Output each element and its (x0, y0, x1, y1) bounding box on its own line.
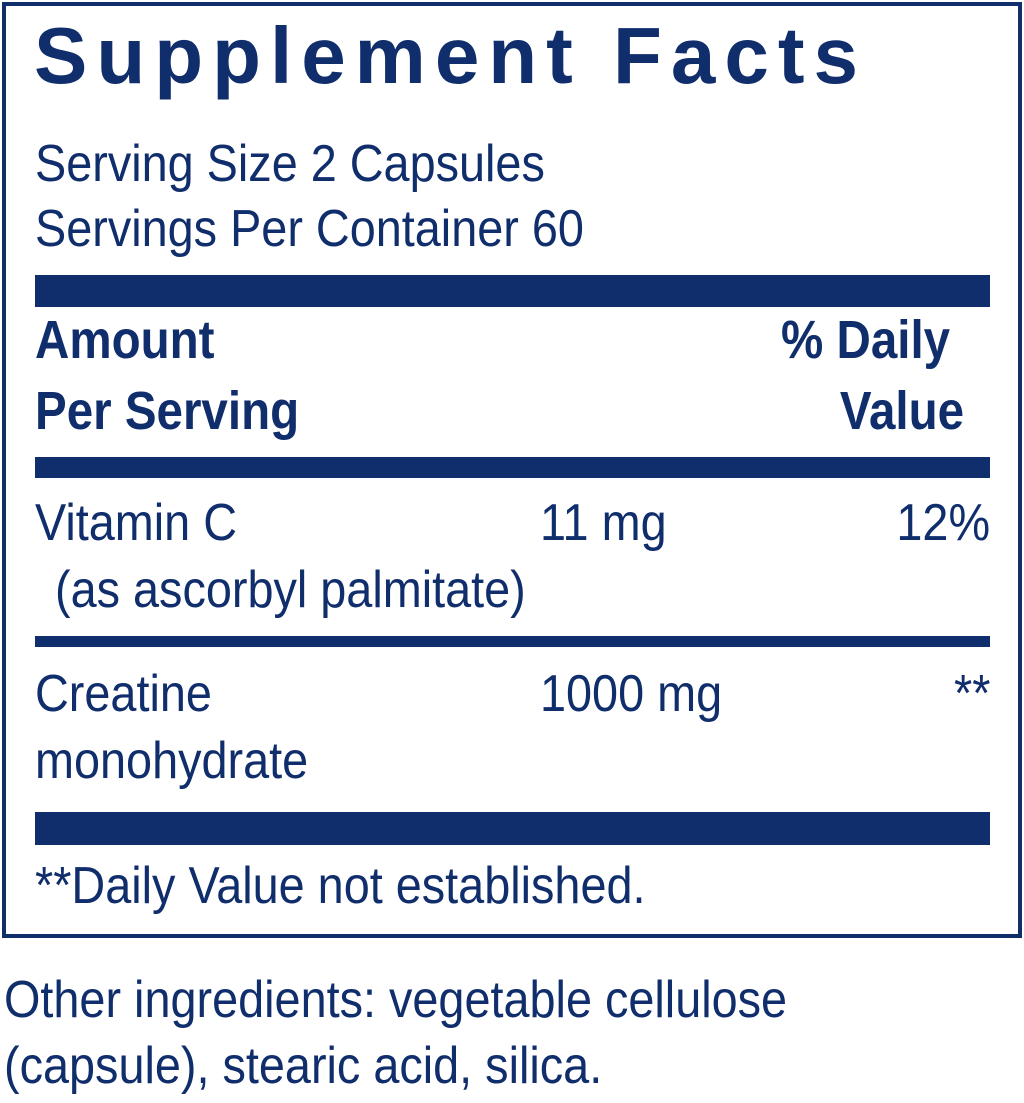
nutrient-amount: 1000 mg (540, 665, 723, 723)
footnote: **Daily Value not established. (35, 857, 646, 915)
nutrient-name: Vitamin C (35, 494, 238, 552)
nutrient-dv: 12% (896, 494, 990, 552)
servings-per-container: Servings Per Container 60 (35, 200, 584, 258)
nutrient-source: monohydrate (35, 732, 309, 790)
divider-thick (35, 275, 990, 307)
nutrient-dv: ** (953, 665, 990, 723)
other-ingredients-cont: (capsule), stearic acid, silica. (4, 1037, 603, 1095)
amount-header: Amount (35, 310, 215, 370)
other-ingredients: Other ingredients: vegetable cellulose (4, 971, 788, 1029)
daily-value-header: % Daily (780, 310, 950, 370)
per-serving-header: Per Serving (35, 381, 300, 441)
supplement-facts-panel (2, 2, 1022, 938)
nutrient-name: Creatine (35, 665, 212, 723)
divider-thick (35, 812, 990, 845)
serving-size: Serving Size 2 Capsules (35, 135, 545, 193)
panel-title: Supplement Facts (34, 11, 868, 100)
divider-thin (35, 636, 990, 647)
nutrient-amount: 11 mg (540, 494, 667, 552)
nutrient-source: (as ascorbyl palmitate) (55, 561, 526, 619)
value-header: Value (839, 381, 964, 441)
divider-medium (35, 457, 990, 478)
